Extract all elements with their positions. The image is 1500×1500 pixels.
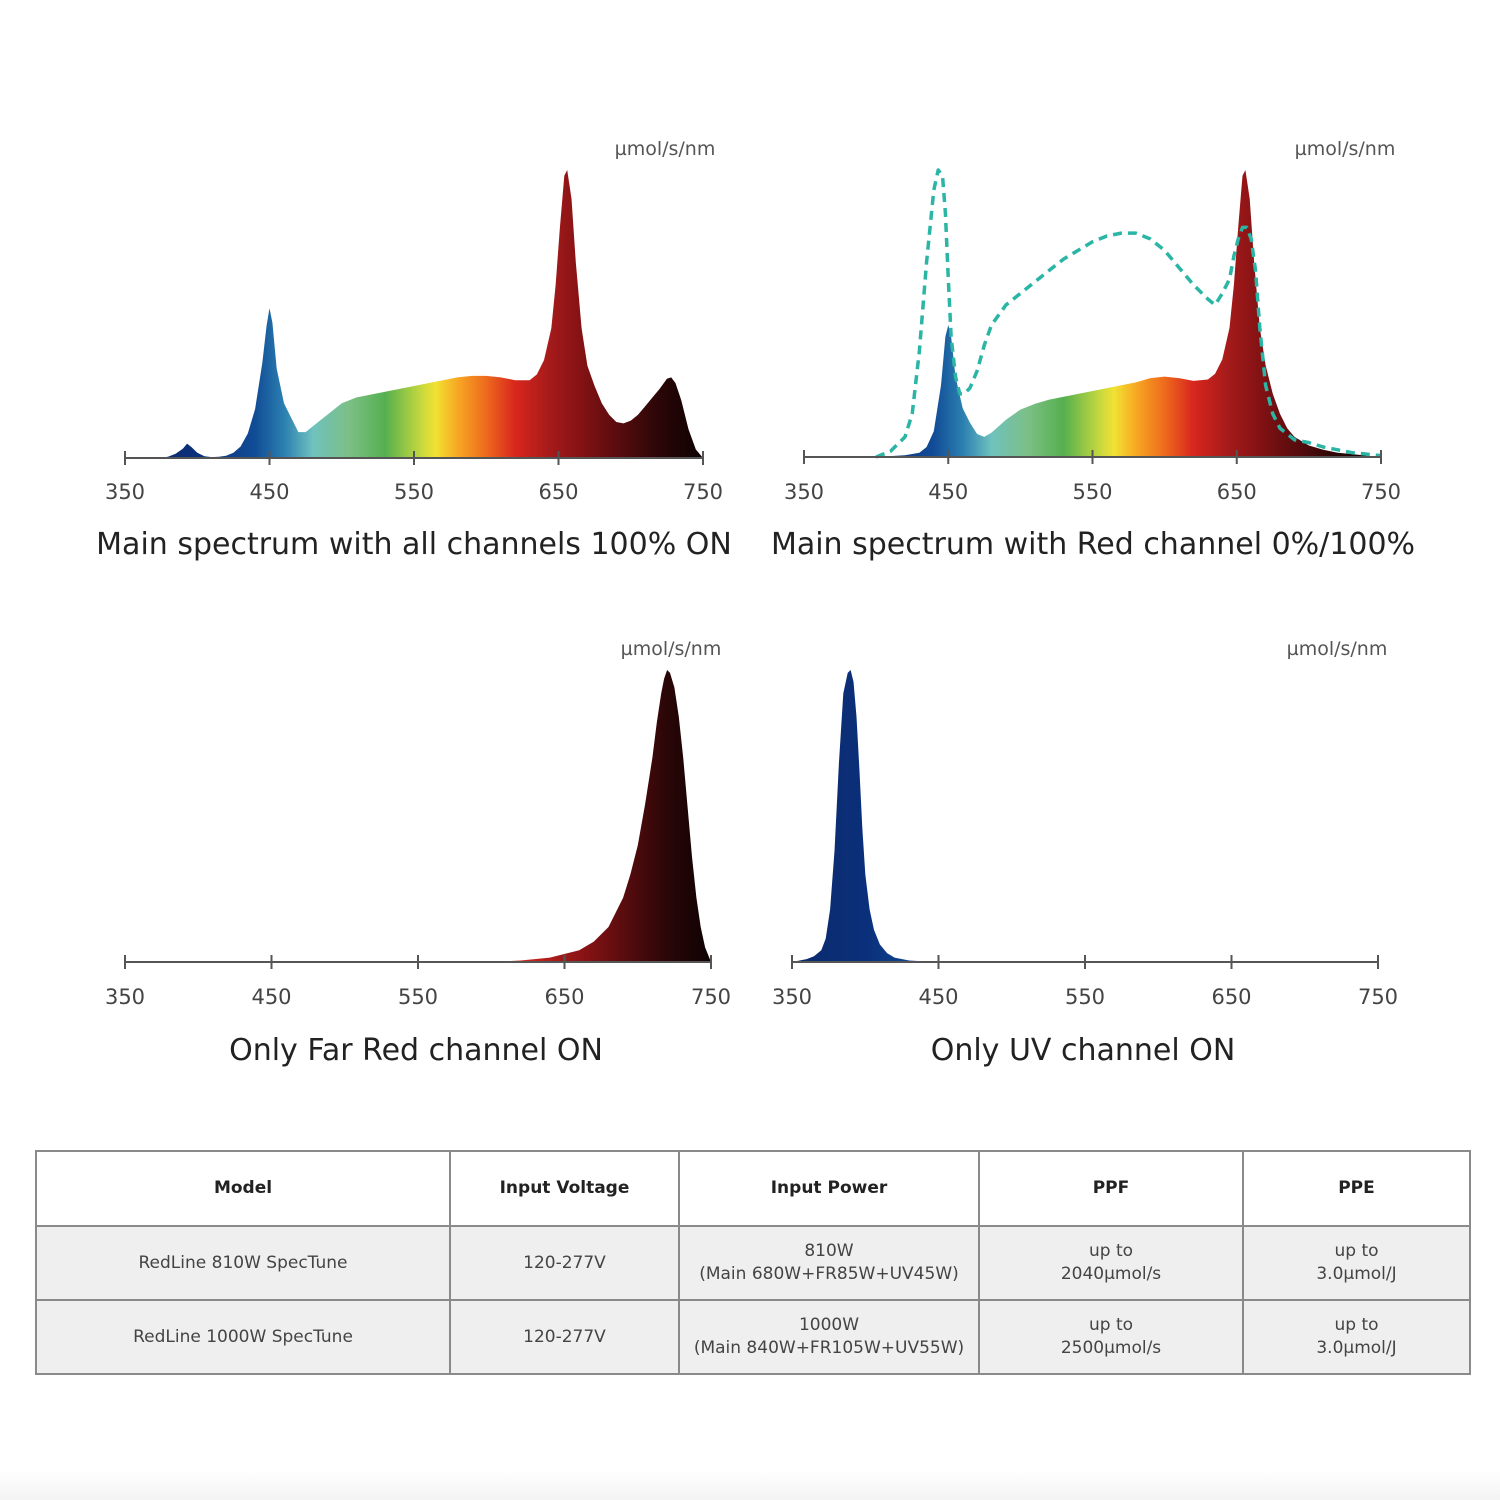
cell-ppf: up to 2500µmol/s — [978, 1299, 1244, 1375]
cell-voltage: 120-277V — [449, 1299, 680, 1375]
header-model: Model — [35, 1150, 451, 1227]
y-unit-label: µmol/s/nm — [615, 138, 716, 160]
power-breakdown: (Main 680W+FR85W+UV45W) — [699, 1264, 959, 1284]
ppe-prefix: up to — [1334, 1315, 1379, 1335]
x-tick-label: 650 — [544, 985, 584, 1009]
x-tick-label: 750 — [691, 985, 731, 1009]
spectrum-area — [876, 170, 1381, 457]
x-tick-label: 650 — [1211, 985, 1251, 1009]
spectrum-chart-3: 350 450 550 650 750 µmol/s/nm Only Far Red cha… — [105, 638, 731, 1068]
x-tick-label: 350 — [784, 480, 824, 504]
y-unit-label: µmol/s/nm — [621, 638, 722, 660]
spectrum-area — [491, 670, 711, 962]
spectrum-area — [792, 670, 939, 962]
cell-ppe: up to 3.0µmol/J — [1242, 1299, 1471, 1375]
cell-power: 810W (Main 680W+FR85W+UV45W) — [678, 1225, 980, 1301]
ppf-prefix: up to — [1088, 1315, 1134, 1335]
power-value: 1000W — [798, 1315, 860, 1335]
spectrum-chart-4: 350 450 550 650 750 µmol/s/nm Only UV channel … — [772, 638, 1398, 1068]
x-tick-label: 750 — [1358, 985, 1398, 1009]
x-tick-label: 550 — [1065, 985, 1105, 1009]
ppf-value: 2500µmol/s — [1060, 1338, 1162, 1358]
chart-title: Main spectrum with all channels 100% ON — [96, 527, 732, 562]
x-tick-label: 350 — [772, 985, 812, 1009]
table-row: RedLine 1000W SpecTune 120-277V 1000W (M… — [35, 1299, 1471, 1375]
cell-ppf: up to 2040µmol/s — [978, 1225, 1244, 1301]
x-tick-label: 450 — [249, 480, 289, 504]
spec-table: Model Input Voltage Input Power PPF PPE … — [35, 1150, 1471, 1375]
spectrum-area — [161, 170, 704, 458]
y-unit-label: µmol/s/nm — [1287, 638, 1388, 660]
chart-title: Only UV channel ON — [931, 1033, 1236, 1068]
cell-ppe: up to 3.0µmol/J — [1242, 1225, 1471, 1301]
x-tick-label: 650 — [538, 480, 578, 504]
cell-power: 1000W (Main 840W+FR105W+UV55W) — [678, 1299, 980, 1375]
spectrum-chart-1: 350 450 550 650 750 µmol/s/nm Main spectrum wi… — [96, 138, 732, 562]
x-tick-label: 450 — [918, 985, 958, 1009]
y-unit-label: µmol/s/nm — [1295, 138, 1396, 160]
x-tick-label: 350 — [105, 985, 145, 1009]
header-input-voltage: Input Voltage — [449, 1150, 680, 1227]
ppf-prefix: up to — [1088, 1241, 1134, 1261]
x-tick-label: 550 — [1072, 480, 1112, 504]
power-value: 810W — [804, 1241, 854, 1261]
power-breakdown: (Main 840W+FR105W+UV55W) — [693, 1338, 965, 1358]
spectrum-chart-2: 350 450 550 650 750 µmol/s/nm Main spectrum wi… — [771, 138, 1415, 562]
table-row: RedLine 810W SpecTune 120-277V 810W (Mai… — [35, 1225, 1471, 1301]
ppe-value: 3.0µmol/J — [1316, 1338, 1397, 1358]
bottom-fade — [0, 1470, 1500, 1500]
header-ppe: PPE — [1242, 1150, 1471, 1227]
x-tick-label: 750 — [683, 480, 723, 504]
header-ppf: PPF — [978, 1150, 1244, 1227]
ppe-prefix: up to — [1334, 1241, 1379, 1261]
chart-title: Only Far Red channel ON — [229, 1033, 603, 1068]
ppf-value: 2040µmol/s — [1060, 1264, 1162, 1284]
x-tick-label: 650 — [1217, 480, 1257, 504]
x-tick-label: 550 — [394, 480, 434, 504]
x-tick-label: 750 — [1361, 480, 1401, 504]
chart-title: Main spectrum with Red channel 0%/100% — [771, 527, 1415, 562]
table-header-row: Model Input Voltage Input Power PPF PPE — [35, 1150, 1471, 1227]
x-tick-label: 350 — [105, 480, 145, 504]
cell-model: RedLine 810W SpecTune — [35, 1225, 451, 1301]
cell-model: RedLine 1000W SpecTune — [35, 1299, 451, 1375]
header-input-power: Input Power — [678, 1150, 980, 1227]
dashed-series-line — [875, 168, 1382, 459]
ppe-value: 3.0µmol/J — [1316, 1264, 1397, 1284]
cell-voltage: 120-277V — [449, 1225, 680, 1301]
x-tick-label: 450 — [251, 985, 291, 1009]
x-tick-label: 450 — [928, 480, 968, 504]
x-tick-label: 550 — [398, 985, 438, 1009]
